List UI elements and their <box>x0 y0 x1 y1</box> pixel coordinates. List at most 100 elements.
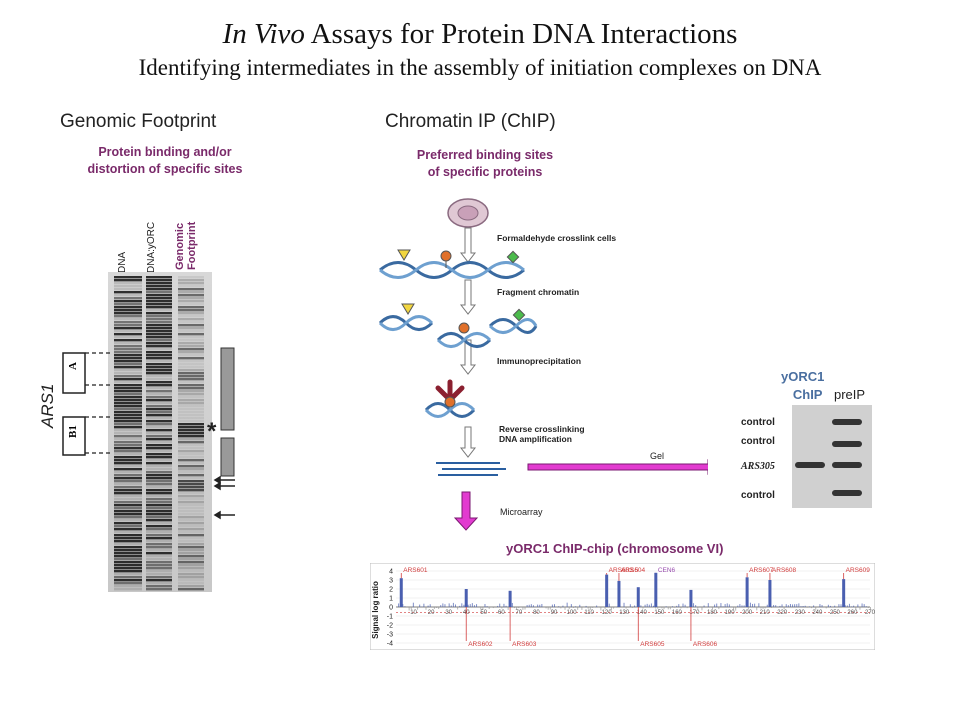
gel-band <box>178 519 204 522</box>
chart-ytick-label: 4 <box>389 569 393 576</box>
gel-band <box>146 300 172 303</box>
chart-xtick-label: 80 <box>533 610 540 616</box>
chart-signal-bar <box>800 606 802 607</box>
chart-xtick-label: 270 <box>865 610 875 616</box>
chart-xtick-label: 110 <box>584 610 594 616</box>
gel-band <box>114 498 142 501</box>
gel-band <box>114 468 142 471</box>
gel-band <box>178 342 204 345</box>
chart-peak-label: ARS609 <box>846 567 871 574</box>
chart-signal-bar <box>577 607 579 610</box>
lane3-line1: Genomic <box>174 222 186 270</box>
chart-signal-bar <box>773 604 775 607</box>
gel-band <box>114 585 142 588</box>
gel-band <box>178 426 204 429</box>
gel-band <box>114 507 142 510</box>
step-reverse: Reverse crosslinking DNA amplification <box>499 424 585 444</box>
chart-xtick-label: 160 <box>672 610 683 616</box>
footprint-markers <box>213 347 235 520</box>
chart-signal-bar <box>825 607 827 609</box>
gel-band <box>114 366 142 369</box>
chart-signal-bar <box>792 604 794 607</box>
gel-band <box>178 525 204 528</box>
gel-band <box>146 294 172 297</box>
chart-signal-bar <box>429 604 431 607</box>
gel-band <box>178 411 204 414</box>
chart-signal-bar <box>469 604 471 607</box>
gel-band <box>114 570 142 573</box>
gel-band <box>146 459 172 462</box>
gel-band <box>146 468 172 471</box>
gel-band <box>178 414 204 417</box>
gel-band <box>178 477 204 480</box>
process-arrows <box>459 227 477 458</box>
gel-band <box>146 339 172 342</box>
step-reverse-line1: Reverse crosslinking <box>499 424 585 434</box>
gel-band <box>114 291 142 294</box>
chart-signal-bar <box>518 607 520 609</box>
chart-signal-bar <box>741 605 743 607</box>
gel-band <box>114 441 142 444</box>
gel-band <box>114 432 142 435</box>
chart-ytick-label: -1 <box>387 614 393 621</box>
chart-signal-bar <box>461 603 463 607</box>
chart-xtick-label: 200 <box>742 610 753 616</box>
chart-signal-bar <box>450 605 452 607</box>
gel-band <box>146 408 172 411</box>
gel-band <box>178 438 204 441</box>
genomic-footprint-description: Protein binding and/or distortion of spe… <box>45 144 285 178</box>
chart-signal-bar <box>754 603 756 607</box>
gel-title-line2: ChIP <box>792 387 823 402</box>
chart-xtick-label: 140 <box>637 610 648 616</box>
chart-signal-bar <box>522 607 524 610</box>
chart-xtick-label: 240 <box>812 610 823 616</box>
chart-signal-bar <box>425 607 427 610</box>
gel-band <box>178 354 204 357</box>
chart-signal-bar <box>623 602 625 607</box>
gel-bands <box>795 419 862 496</box>
gel-band <box>178 357 204 360</box>
chart-signal-bar <box>857 604 859 607</box>
gel-band <box>114 420 142 423</box>
gel-band <box>114 384 142 387</box>
gel-band <box>146 525 172 528</box>
gel-band <box>114 300 142 303</box>
gel-title: yORC1 ChIP <box>781 368 824 404</box>
gel-band <box>178 300 204 303</box>
gel-band <box>146 528 172 531</box>
gel-band <box>114 516 142 519</box>
gel-band <box>146 495 172 498</box>
chart-signal-bar <box>524 607 526 610</box>
gel-band <box>178 471 204 474</box>
gel-band <box>178 483 204 486</box>
chart-peak-label: ARS601 <box>403 567 428 574</box>
gel-band <box>114 579 142 582</box>
chart-signal-bar <box>406 607 408 608</box>
chart-signal-bar <box>829 605 831 607</box>
chart-peak-bar <box>605 574 609 607</box>
gel-band <box>178 540 204 543</box>
gel-band <box>146 429 172 432</box>
footprint-gel-image <box>108 272 212 592</box>
chart-signal-bar <box>549 607 551 610</box>
protein-diamond-1 <box>506 250 520 264</box>
chart-signal-bar <box>779 605 781 607</box>
chart-signal-bar <box>423 603 425 607</box>
chart-signal-bar <box>589 607 591 610</box>
chart-xtick-label: 150 <box>654 610 665 616</box>
chart-signal-bar <box>541 603 543 607</box>
gel-band <box>178 534 204 537</box>
gel-lane-dna-yorc <box>146 276 172 591</box>
gel-band <box>114 348 142 351</box>
gel-band <box>114 588 142 591</box>
gel-band <box>178 435 204 438</box>
gel-band <box>146 405 172 408</box>
chart-signal-bar <box>693 603 695 607</box>
chart-signal-bar <box>739 604 741 607</box>
chart-signal-bar <box>499 603 501 607</box>
gel-band <box>114 471 142 474</box>
gel-band <box>146 318 172 321</box>
gel-band <box>178 303 204 306</box>
chart-signal-bar <box>419 604 421 607</box>
gel-band <box>146 321 172 324</box>
